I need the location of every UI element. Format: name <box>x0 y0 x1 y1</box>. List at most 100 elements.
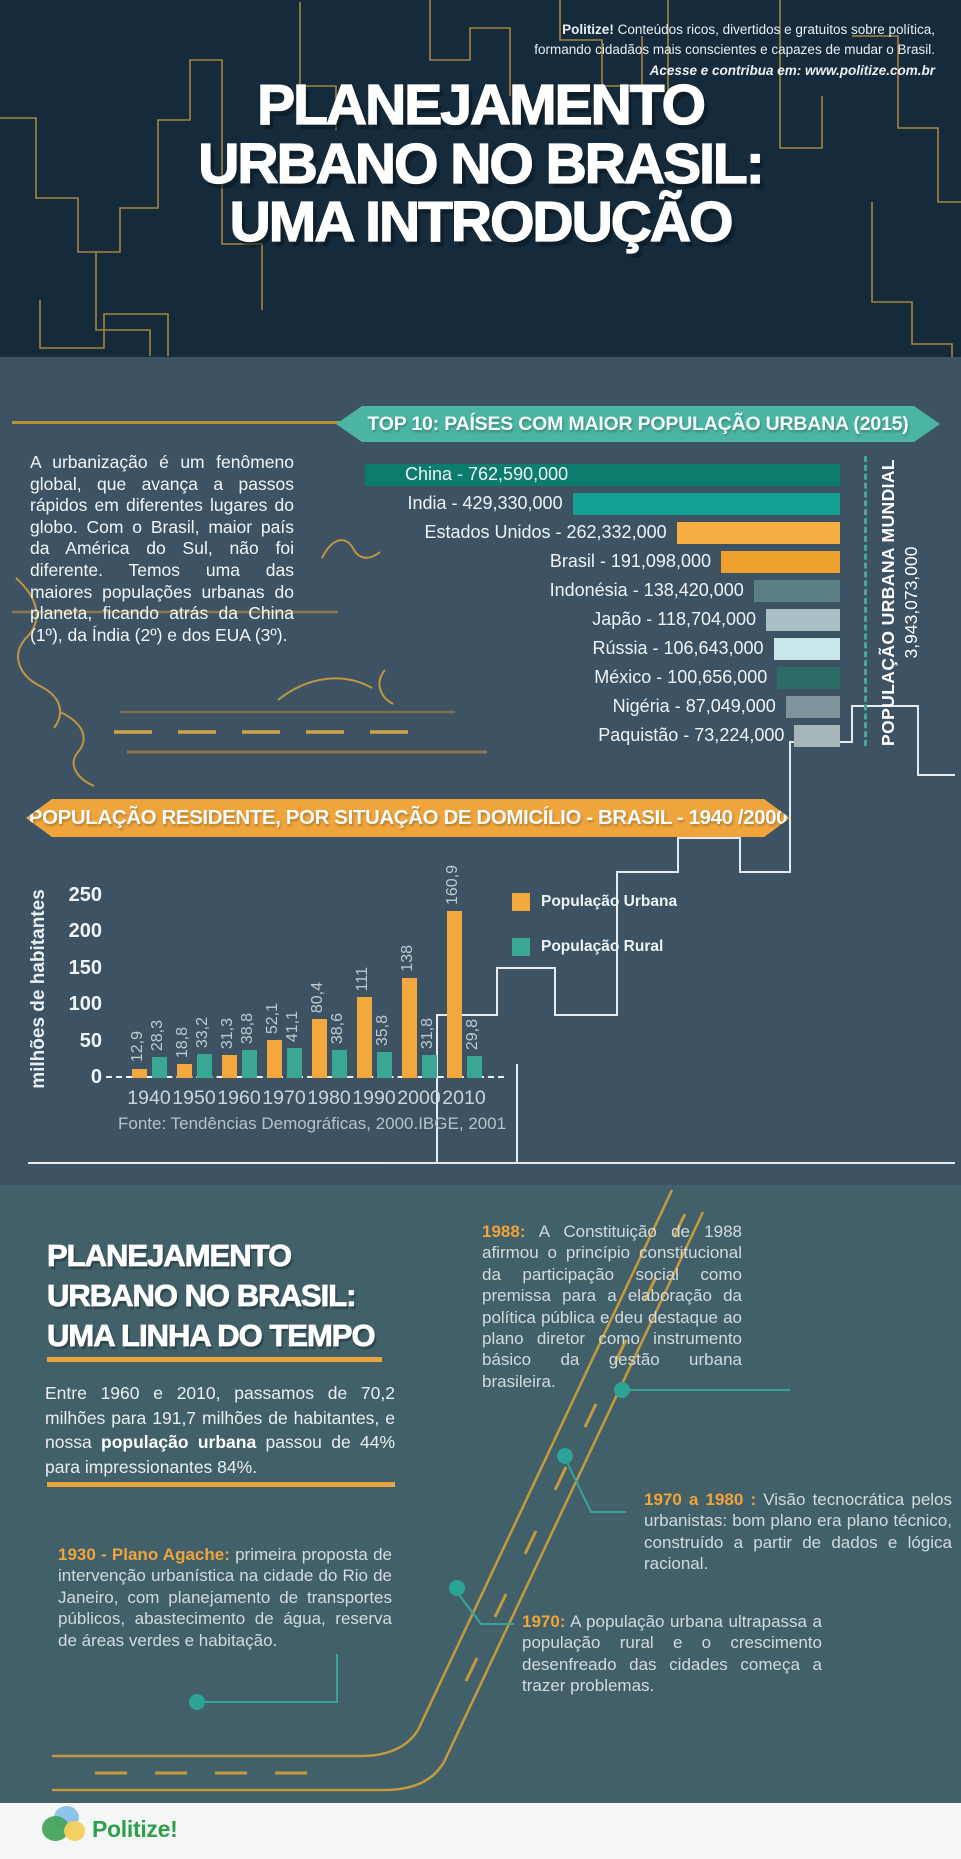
x-tick-1940: 1940 <box>127 1087 171 1109</box>
timeline-event-1970: 1970: A população urbana ultrapassa a po… <box>522 1612 822 1696</box>
tagline-line1: Politize! Conteúdos ricos, divertidos e … <box>562 22 935 37</box>
bar-rural-2010 <box>467 1056 482 1078</box>
y-tick-150: 150 <box>68 956 102 979</box>
intro-paragraph: A urbanização é um fenômeno global, que … <box>30 452 294 645</box>
bar-urban-1970 <box>267 1040 282 1078</box>
bar-urban-1990 <box>357 997 372 1078</box>
value-label-rural-1960: 38,8 <box>239 1012 256 1044</box>
bar-urban-2010 <box>447 910 462 1078</box>
timeline-title: PLANEJAMENTO URBANO NO BRASIL: UMA LINHA… <box>47 1238 376 1354</box>
x-tick-1970: 1970 <box>262 1087 306 1109</box>
top10-label-Indonésia: Indonésia - 138,420,000 <box>549 580 744 600</box>
top10-label-México: México - 100,656,000 <box>594 667 768 687</box>
bar-urban-1950 <box>177 1064 192 1078</box>
top10-bar-México <box>777 667 840 689</box>
bar-rural-1940 <box>152 1057 167 1078</box>
top10-bar-Japão <box>766 609 840 631</box>
top10-bar-China <box>365 464 840 486</box>
top10-label-Brasil: Brasil - 191,098,000 <box>549 551 711 571</box>
brand-name: Politize! <box>562 22 614 37</box>
gold-divider-line <box>12 421 340 424</box>
bar-rural-1950 <box>197 1053 212 1078</box>
top10-bar-Rússia <box>773 638 840 660</box>
timeline-event-1988: 1988: A Constituição de 1988 afirmou o p… <box>482 1222 742 1391</box>
top10-row-Paquistão: Paquistão - 73,224,000 <box>365 721 840 750</box>
top10-bar-Nigéria <box>785 696 840 718</box>
top10-row-Indonésia: Indonésia - 138,420,000 <box>365 576 840 605</box>
footer-brand[interactable]: Politize! <box>92 1816 178 1842</box>
page-title: PLANEJAMENTO URBANO NO BRASIL: UMA INTRO… <box>198 73 766 255</box>
urban-swatch-icon <box>512 893 530 911</box>
top10-bar-Brasil <box>720 551 840 573</box>
top10-label-China: China - 762,590,000 <box>405 464 569 484</box>
orange-divider-2 <box>47 1482 395 1487</box>
top10-label-Japão: Japão - 118,704,000 <box>592 609 757 629</box>
bar-rural-2000 <box>422 1054 437 1078</box>
top10-row-Japão: Japão - 118,704,000 <box>365 605 840 634</box>
top10-label-Estados Unidos: Estados Unidos - 262,332,000 <box>424 522 667 542</box>
orange-divider-1 <box>47 1357 382 1362</box>
top10-row-Nigéria: Nigéria - 87,049,000 <box>365 692 840 721</box>
top10-bar-Paquistão <box>794 725 840 747</box>
value-label-urban-1960: 31,3 <box>219 1018 236 1050</box>
value-label-rural-1940: 28,3 <box>149 1020 166 1052</box>
value-label-rural-1970: 41,1 <box>284 1010 301 1043</box>
x-tick-1950: 1950 <box>172 1087 216 1109</box>
population-grouped-bar-chart: 0 50 100 150 200 250 12,9 28,3 1940 18,8 33,2 1950 3… <box>69 865 512 1142</box>
y-tick-250: 250 <box>68 884 102 906</box>
value-label-urban-1940: 12,9 <box>129 1031 146 1063</box>
footer-background <box>0 1803 961 1859</box>
top10-row-Estados Unidos: Estados Unidos - 262,332,000 <box>365 518 840 547</box>
value-label-urban-1980: 80,4 <box>309 982 326 1014</box>
value-label-rural-2010: 29,8 <box>464 1019 481 1051</box>
top10-label-Nigéria: Nigéria - 87,049,000 <box>612 696 776 716</box>
population-ribbon-title: POPULAÇÃO RESIDENTE, POR SITUAÇÃO DE DOM… <box>26 799 790 837</box>
top10-label-Rússia: Rússia - 106,643,000 <box>592 638 764 658</box>
bar-rural-1970 <box>287 1048 302 1078</box>
value-label-urban-1970: 52,1 <box>264 1002 281 1035</box>
politize-logo-icon <box>42 1806 85 1846</box>
x-axis-baseline <box>106 1076 504 1078</box>
x-tick-2010: 2010 <box>442 1087 486 1109</box>
legend-item-rural: População Rural <box>512 938 677 956</box>
header-tagline: Politize! Conteúdos ricos, divertidos e … <box>395 20 935 81</box>
bar-urban-2000 <box>402 977 417 1078</box>
bar-rural-1960 <box>242 1049 257 1078</box>
bar-rural-1980 <box>332 1049 347 1078</box>
value-label-rural-1950: 33,2 <box>194 1016 211 1048</box>
dashed-separator <box>864 456 867 746</box>
top10-row-India: India - 429,330,000 <box>365 489 840 518</box>
x-tick-1960: 1960 <box>217 1087 261 1109</box>
logo-yellow-bubble-icon <box>64 1821 85 1841</box>
top10-label-Paquistão: Paquistão - 73,224,000 <box>598 725 785 745</box>
x-tick-1990: 1990 <box>352 1087 396 1109</box>
timeline-event-1930: 1930 - Plano Agache: primeira proposta d… <box>58 1545 393 1650</box>
top10-bar-chart: China - 762,590,000 India - 429,330,000 Es… <box>365 460 840 751</box>
value-label-urban-1950: 18,8 <box>174 1027 191 1059</box>
y-tick-50: 50 <box>79 1029 102 1052</box>
legend-item-urban: População Urbana <box>512 893 677 911</box>
world-urban-population-label: POPULAÇÃO URBANA MUNDIAL 3,943,073,000 <box>878 459 921 746</box>
value-label-rural-1990: 35,8 <box>374 1014 391 1046</box>
chart-legend: População Urbana População Rural <box>512 893 677 983</box>
value-label-rural-1980: 38,6 <box>329 1012 346 1044</box>
bar-rural-1990 <box>377 1051 392 1078</box>
bar-urban-1980 <box>312 1019 327 1078</box>
tagline-line2: formando cidadãos mais conscientes e cap… <box>534 42 935 58</box>
value-label-urban-2000: 138 <box>399 944 416 972</box>
top10-label-India: India - 429,330,000 <box>407 493 563 513</box>
value-label-urban-2010: 160,9 <box>444 864 461 905</box>
y-axis-label: milhões de habitantes <box>28 889 49 1089</box>
top10-bar-Estados Unidos <box>676 522 840 544</box>
timeline-intro-paragraph: Entre 1960 e 2010, passamos de 70,2 milh… <box>45 1383 396 1477</box>
top10-row-Rússia: Rússia - 106,643,000 <box>365 634 840 663</box>
top10-bar-Indonésia <box>753 580 840 602</box>
timeline-event-1970-1980: 1970 a 1980 : Visão tecnocrática pelos u… <box>644 1490 953 1574</box>
x-tick-1980: 1980 <box>307 1087 351 1109</box>
value-label-urban-1990: 111 <box>354 966 371 992</box>
x-tick-2000: 2000 <box>397 1087 441 1109</box>
top10-row-China: China - 762,590,000 <box>365 460 840 489</box>
top10-row-México: México - 100,656,000 <box>365 663 840 692</box>
y-tick-200: 200 <box>68 920 102 943</box>
